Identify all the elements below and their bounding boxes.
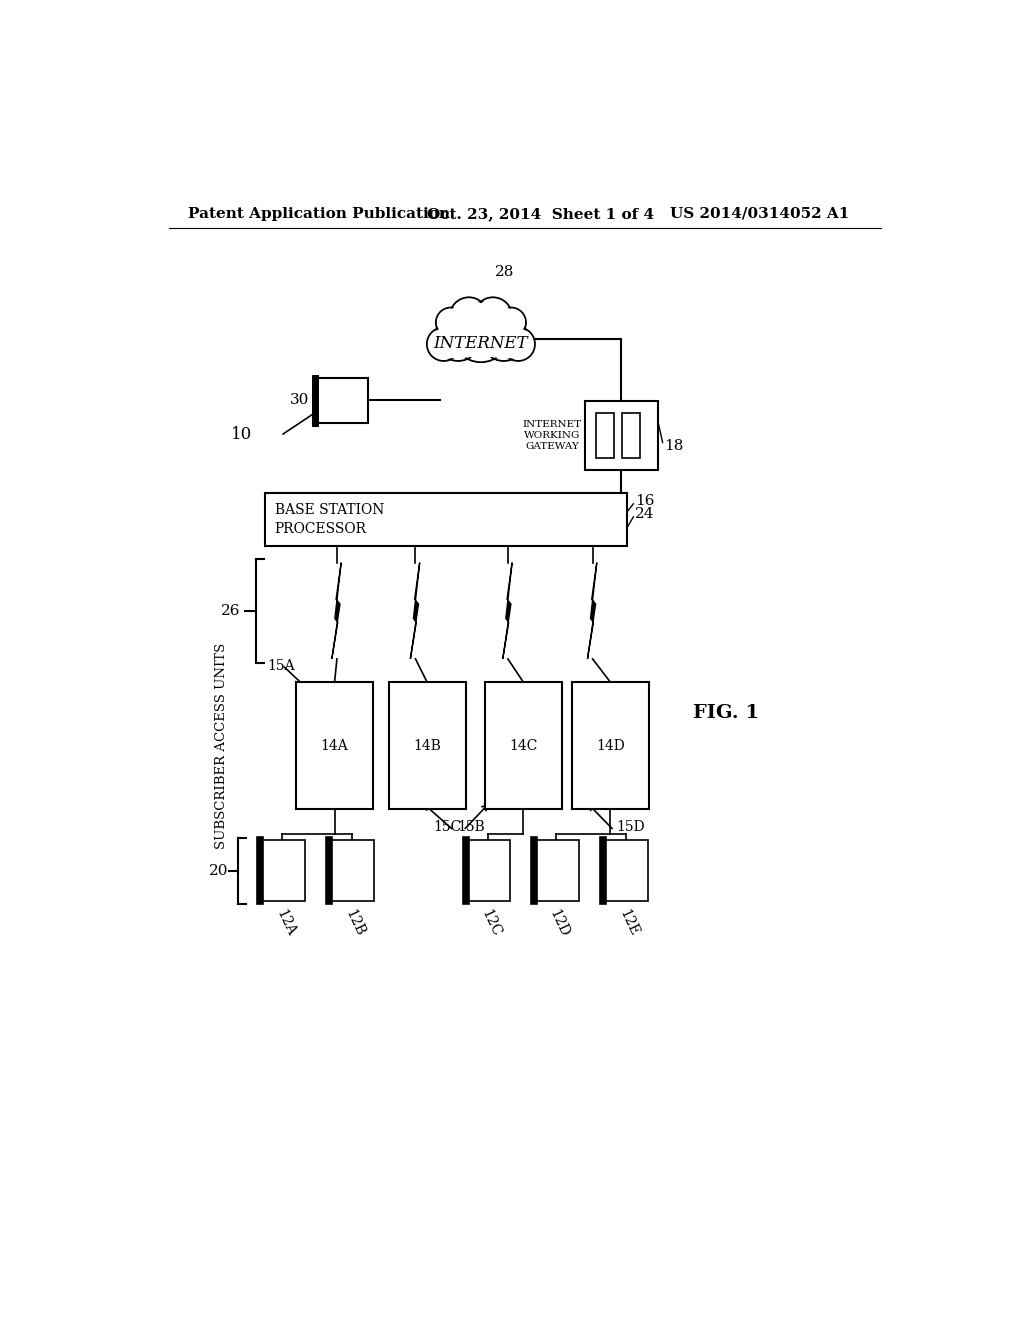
Circle shape <box>498 309 524 335</box>
Text: 14B: 14B <box>413 738 441 752</box>
Circle shape <box>502 327 535 360</box>
Text: 20: 20 <box>209 863 228 878</box>
Circle shape <box>452 300 485 334</box>
Text: 10: 10 <box>231 425 252 442</box>
Text: 15C: 15C <box>433 820 462 834</box>
Circle shape <box>504 330 532 359</box>
Polygon shape <box>411 562 420 659</box>
Circle shape <box>427 327 461 360</box>
Text: FIG. 1: FIG. 1 <box>692 704 759 722</box>
Text: 12A: 12A <box>273 908 298 939</box>
Text: 12C: 12C <box>478 908 503 939</box>
Text: Patent Application Publication: Patent Application Publication <box>188 207 451 220</box>
Bar <box>260 840 304 902</box>
Bar <box>535 840 579 902</box>
Bar <box>296 682 373 809</box>
Text: US 2014/0314052 A1: US 2014/0314052 A1 <box>670 207 849 220</box>
Text: 24: 24 <box>635 507 654 521</box>
Text: INTERNET: INTERNET <box>433 335 528 351</box>
Bar <box>466 840 510 902</box>
Circle shape <box>451 302 511 362</box>
Bar <box>330 840 374 902</box>
Bar <box>315 378 368 422</box>
Text: INTERNET
WORKING
GATEWAY: INTERNET WORKING GATEWAY <box>522 420 582 451</box>
Text: 12D: 12D <box>547 908 571 940</box>
Bar <box>571 682 649 809</box>
Text: 15A: 15A <box>267 659 295 673</box>
Polygon shape <box>332 562 341 659</box>
Circle shape <box>437 309 464 335</box>
Text: 14A: 14A <box>321 738 348 752</box>
Text: 12B: 12B <box>342 908 367 939</box>
Bar <box>585 401 658 470</box>
Text: SUBSCRIBER ACCESS UNITS: SUBSCRIBER ACCESS UNITS <box>215 643 228 849</box>
Polygon shape <box>503 562 512 659</box>
Text: 14C: 14C <box>509 738 538 752</box>
Circle shape <box>455 306 507 359</box>
Bar <box>484 682 562 809</box>
Bar <box>388 682 466 809</box>
Text: 28: 28 <box>495 264 514 279</box>
Text: 12E: 12E <box>616 908 641 939</box>
Circle shape <box>476 300 510 334</box>
Circle shape <box>429 330 459 359</box>
Bar <box>622 413 640 458</box>
Circle shape <box>483 318 524 358</box>
Polygon shape <box>588 562 597 659</box>
Circle shape <box>450 297 488 335</box>
Text: 15B: 15B <box>458 820 485 834</box>
Text: 15D: 15D <box>616 820 645 834</box>
Circle shape <box>496 308 526 338</box>
Circle shape <box>474 297 512 335</box>
Text: 26: 26 <box>221 603 241 618</box>
Circle shape <box>481 315 526 360</box>
Bar <box>596 413 614 458</box>
Text: 30: 30 <box>290 393 309 407</box>
Text: BASE STATION
PROCESSOR: BASE STATION PROCESSOR <box>274 503 384 536</box>
Text: 18: 18 <box>665 440 684 453</box>
Bar <box>603 840 648 902</box>
Circle shape <box>436 308 466 338</box>
Bar <box>265 494 628 545</box>
Text: Oct. 23, 2014  Sheet 1 of 4: Oct. 23, 2014 Sheet 1 of 4 <box>427 207 654 220</box>
Circle shape <box>438 318 478 358</box>
Circle shape <box>435 315 481 360</box>
Text: 14D: 14D <box>596 738 625 752</box>
Text: 16: 16 <box>635 494 654 508</box>
